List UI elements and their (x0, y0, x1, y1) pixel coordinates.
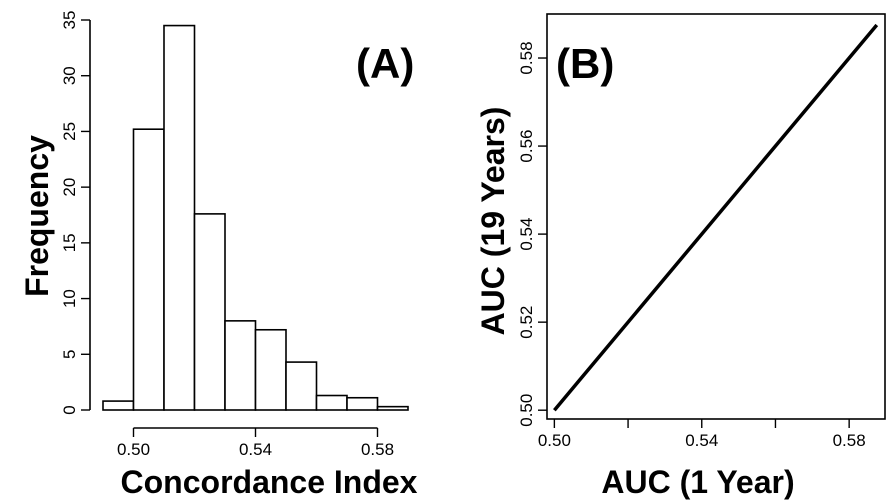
histogram-bar (163, 24, 196, 411)
histogram-bar (376, 405, 409, 411)
histogram-bar (285, 361, 318, 411)
x-tick-label: 0.50 (117, 440, 150, 459)
series-line (553, 23, 879, 412)
histogram-bar (193, 213, 226, 411)
y-tick-label: 0.52 (517, 306, 536, 339)
panel-b-x-axis-title: AUC (1 Year) (601, 464, 794, 500)
histogram-bar (102, 400, 135, 411)
y-tick-label: 0.54 (517, 218, 536, 251)
histogram-bar (132, 128, 165, 411)
y-tick-label: 5 (60, 350, 79, 359)
y-tick-label: 0.50 (517, 394, 536, 427)
x-tick-label: 0.54 (239, 440, 272, 459)
panel-a-label: (A) (356, 40, 414, 87)
y-tick-label: 20 (60, 178, 79, 197)
panel-b-label: (B) (556, 40, 614, 87)
histogram-bar (315, 394, 348, 411)
panel-a-x-axis-title: Concordance Index (121, 464, 418, 500)
panel-a-y-axis-title: Frequency (19, 135, 55, 297)
x-tick-label: 0.58 (833, 431, 866, 450)
panel-a-histogram: (A) Concordance Index Frequency 0.50 0.54… (19, 11, 418, 500)
y-tick-label: 25 (60, 122, 79, 141)
y-tick-label: 0 (60, 405, 79, 414)
x-tick-label: 0.54 (685, 431, 718, 450)
y-tick-label: 15 (60, 233, 79, 252)
panel-b-y-axis-title: AUC (19 Years) (475, 107, 511, 336)
plot-frame (546, 13, 886, 420)
x-tick-label: 0.50 (538, 431, 571, 450)
x-tick-label: 0.58 (361, 440, 394, 459)
panel-b-scatter: (B) AUC (1 Year) AUC (19 Years) 0.50 0.54… (475, 13, 886, 500)
histogram-bar (254, 328, 287, 411)
y-tick-label: 0.56 (517, 130, 536, 163)
y-tick-label: 10 (60, 289, 79, 308)
histogram-bar (224, 320, 257, 411)
histogram-bar (346, 396, 379, 411)
y-tick-label: 30 (60, 66, 79, 85)
y-tick-label: 35 (60, 11, 79, 30)
y-tick-label: 0.58 (517, 41, 536, 74)
